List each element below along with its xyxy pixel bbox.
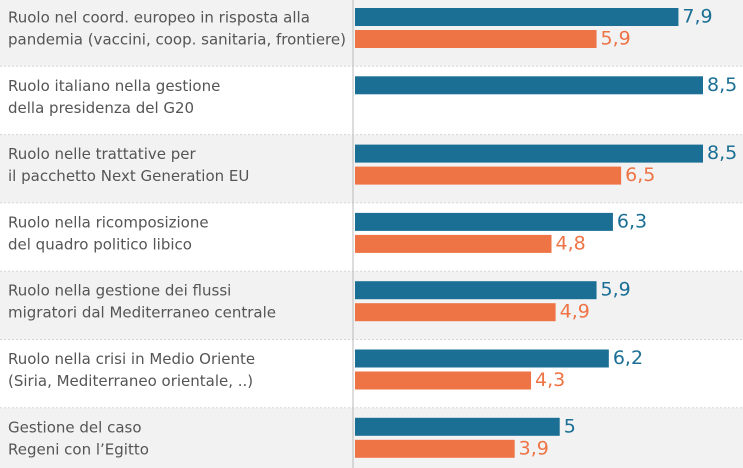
category-label: migratori dal Mediterraneo centrale: [8, 304, 276, 322]
bar: [355, 76, 703, 95]
bar: [355, 30, 597, 48]
bar: [355, 371, 532, 390]
value-label: 6,5: [625, 164, 655, 186]
bar: [355, 281, 597, 300]
bar: [355, 8, 679, 26]
category-label: (Siria, Mediterraneo orientale, ..): [8, 372, 253, 390]
bar: [355, 166, 622, 185]
bar: [355, 439, 515, 458]
bar: [355, 144, 703, 163]
bar: [355, 234, 552, 253]
value-label: 8,5: [707, 74, 737, 96]
value-label: 4,8: [556, 232, 586, 254]
category-label: il pacchetto Next Generation EU: [8, 167, 249, 185]
category-label: Ruolo nelle trattative per: [8, 145, 196, 163]
value-label: 3,9: [519, 437, 549, 459]
category-label: Gestione del caso: [8, 418, 142, 436]
category-label: Ruolo nella gestione dei flussi: [8, 282, 231, 300]
row-background: [0, 407, 743, 468]
value-label: 4,3: [535, 369, 565, 391]
bar: [355, 303, 556, 322]
category-label: Ruolo nella ricomposizione: [8, 213, 209, 231]
value-label: 6,2: [613, 347, 643, 369]
value-label: 6,3: [617, 210, 647, 232]
category-label: pandemia (vaccini, coop. sanitaria, fron…: [8, 31, 346, 49]
category-label: del quadro politico libico: [8, 235, 192, 253]
bar: [355, 349, 609, 368]
value-label: 5: [564, 415, 576, 437]
value-label: 5,9: [601, 279, 631, 301]
bar: [355, 212, 613, 231]
category-label: Regeni con l’Egitto: [8, 440, 149, 458]
category-label: Ruolo italiano nella gestione: [8, 77, 220, 95]
category-label: Ruolo nella crisi in Medio Oriente: [8, 350, 255, 368]
value-label: 4,9: [560, 301, 590, 323]
category-label: della presidenza del G20: [8, 99, 194, 117]
value-label: 8,5: [707, 142, 737, 164]
category-label: Ruolo nel coord. europeo in risposta all…: [8, 9, 310, 27]
value-label: 5,9: [601, 28, 631, 50]
value-label: 7,9: [682, 6, 712, 28]
bar: [355, 417, 560, 436]
